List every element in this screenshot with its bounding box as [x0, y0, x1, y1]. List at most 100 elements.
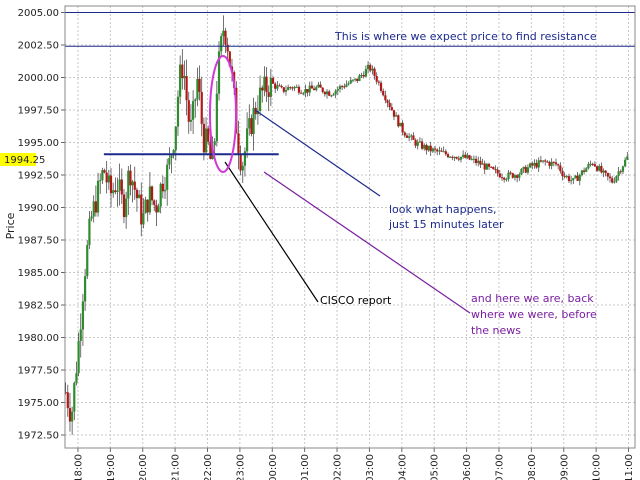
annotation-look-line2: just 15 minutes later [388, 218, 504, 231]
pointer-line-cisco [224, 161, 319, 303]
candle-body [295, 86, 298, 88]
x-tick-label: 06:00 [462, 454, 473, 480]
x-tick-label: 07:00 [494, 454, 505, 480]
candle-body [77, 340, 80, 374]
x-tick-label: 21:00 [171, 454, 182, 480]
candle-body [116, 190, 119, 193]
candle-body [120, 179, 123, 195]
candle-body [349, 80, 352, 84]
candle-body [133, 181, 136, 190]
candle-body [278, 85, 281, 87]
candle-body [509, 172, 512, 174]
candle-body [330, 95, 333, 97]
candle-body [624, 159, 627, 167]
candle-body [604, 170, 607, 173]
candle-body [388, 102, 391, 108]
candle-body [153, 200, 156, 205]
candle-body [539, 160, 542, 162]
candle-body [528, 163, 532, 168]
candle-body [166, 164, 169, 190]
annotation-back-line1: and here we are, back [471, 292, 594, 305]
y-tick-label: 1977.50 [18, 366, 59, 377]
x-tick-label: 09:00 [559, 454, 570, 480]
x-tick-label: 18:00 [73, 454, 84, 480]
candle-body [498, 173, 501, 178]
candle-body [140, 194, 143, 225]
candle-body [237, 133, 240, 155]
candle-body [457, 158, 460, 160]
candle-body [405, 135, 409, 138]
candle-body [468, 155, 471, 160]
x-tick-label: 08:00 [527, 454, 538, 480]
candle-body [336, 89, 339, 91]
candle-body [507, 172, 510, 180]
candle-body [371, 68, 374, 71]
candle-body [455, 156, 458, 159]
candle-body [90, 216, 93, 219]
y-tick-label: 2005.00 [18, 8, 59, 19]
candle-body [559, 165, 562, 172]
candle-body [217, 51, 221, 94]
candle-body [513, 175, 517, 178]
candle-body [550, 161, 553, 166]
candle-body [390, 107, 393, 111]
candle-body [589, 163, 592, 165]
candle-body [524, 166, 527, 173]
y-tick-label: 1982.50 [18, 301, 59, 312]
candle-body [157, 206, 160, 213]
candle-body [161, 183, 164, 192]
candle-body [503, 177, 506, 180]
candle-body [312, 88, 316, 91]
candle-body [351, 79, 355, 81]
candle-body [334, 90, 337, 95]
y-tick-label: 1997.50 [18, 106, 59, 117]
candle-body [576, 175, 579, 181]
candle-body [243, 151, 247, 166]
candle-body [472, 158, 476, 160]
candle-body [598, 166, 601, 171]
candle-body [332, 94, 335, 96]
candle-body [125, 198, 128, 218]
candle-body [567, 176, 571, 182]
x-tick-label: 10:00 [592, 454, 603, 480]
candle-body [224, 30, 227, 45]
candles [64, 15, 629, 435]
plot-border [64, 5, 636, 449]
candle-body [282, 87, 285, 92]
current-price-label: 1994.25 [4, 155, 45, 166]
candle-body [150, 186, 154, 201]
candle-body [176, 96, 180, 127]
candle-body [241, 165, 244, 171]
candle-body [572, 178, 575, 181]
candle-body [505, 179, 508, 181]
candle-body [431, 148, 434, 152]
candle-body [462, 154, 465, 157]
candle-body [563, 176, 566, 178]
candle-body [593, 164, 596, 167]
candle-body [548, 162, 551, 166]
candle-body [142, 213, 145, 225]
candle-body [552, 161, 555, 163]
x-axis: 18:00 19:00 20:00 21:00 22:00 23:00 00:00 01:00… [73, 448, 635, 480]
candle-body [222, 30, 225, 37]
candle-body [79, 329, 82, 341]
candle-body [356, 78, 359, 81]
candle-body [518, 174, 521, 178]
candle-body [615, 175, 618, 182]
candle-body [444, 151, 447, 155]
candle-body [433, 148, 437, 150]
candle-body [155, 204, 158, 213]
candle-body [228, 51, 231, 67]
candle-body [423, 144, 426, 149]
candle-body [485, 163, 488, 170]
candle-body [382, 90, 385, 96]
y-tick-label: 1995.00 [18, 138, 59, 149]
candle-body [479, 160, 482, 165]
candle-body [580, 170, 584, 175]
candle-body [602, 170, 605, 173]
candle-body [112, 190, 115, 194]
candle-body [291, 87, 294, 89]
candle-body [267, 92, 270, 97]
candle-body [174, 126, 177, 151]
candle-body [280, 85, 283, 88]
